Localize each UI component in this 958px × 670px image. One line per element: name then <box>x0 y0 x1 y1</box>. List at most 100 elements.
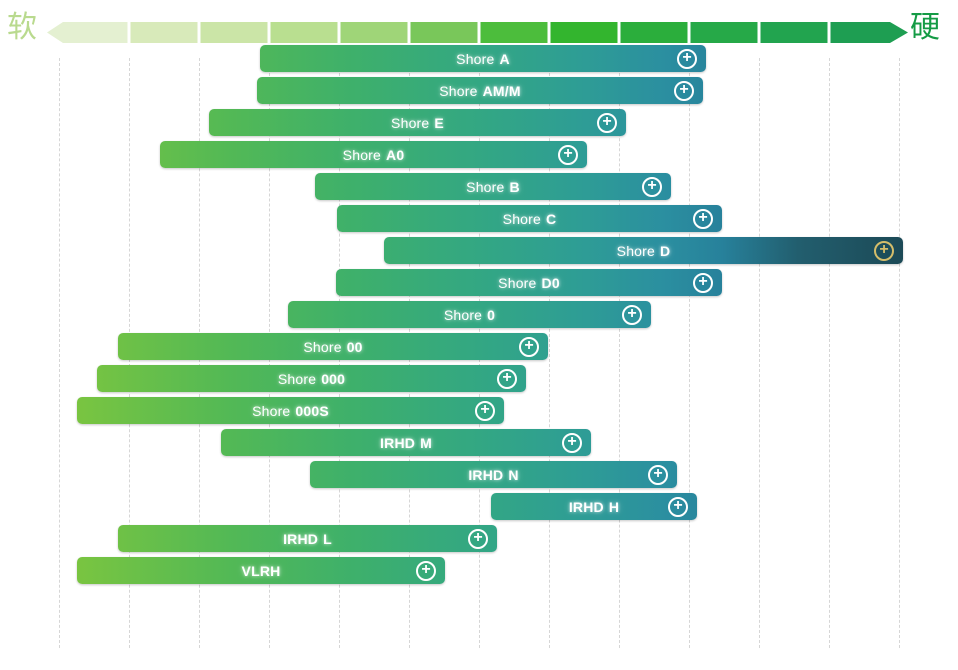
scale-bar-label: Shore B <box>315 173 671 200</box>
gridline <box>689 58 690 648</box>
gridline <box>759 58 760 648</box>
plus-circle-icon[interactable] <box>874 240 894 261</box>
scale-bar-label: IRHD N <box>310 461 677 488</box>
scale-name: IRHD <box>380 434 416 451</box>
scale-variant: C <box>546 210 557 227</box>
scale-bar-label: Shore A0 <box>160 141 587 168</box>
axis-segment <box>47 22 128 43</box>
plus-circle-icon[interactable] <box>677 48 697 69</box>
scale-bar-label: Shore E <box>209 109 626 136</box>
scale-name: IRHD <box>283 530 319 547</box>
scale-bar-label: Shore 000 <box>97 365 526 392</box>
scale-bar-shore-d0[interactable]: Shore D0 <box>336 269 722 296</box>
scale-variant: E <box>434 114 444 131</box>
scale-bar-label: Shore 0 <box>288 301 651 328</box>
scale-name: Shore <box>456 50 495 67</box>
axis-segment <box>620 22 688 43</box>
scale-bar-irhd-m[interactable]: IRHD M <box>221 429 591 456</box>
scale-variant: L <box>323 530 332 547</box>
scale-bar-shore-a0[interactable]: Shore A0 <box>160 141 587 168</box>
plus-circle-icon[interactable] <box>668 496 688 517</box>
gridline <box>829 58 830 648</box>
plus-circle-icon[interactable] <box>468 528 488 549</box>
scale-name: Shore <box>391 114 430 131</box>
scale-bar-vlrh[interactable]: VLRH <box>77 557 445 584</box>
scale-bar-shore-am-m[interactable]: Shore AM/M <box>257 77 703 104</box>
hardness-axis-arrow-svg <box>47 22 908 43</box>
scale-bar-irhd-l[interactable]: IRHD L <box>118 525 497 552</box>
scale-bar-shore-d[interactable]: Shore D <box>384 237 903 264</box>
scale-bar-shore-a[interactable]: Shore A <box>260 45 706 72</box>
plus-circle-icon[interactable] <box>519 336 539 357</box>
plus-circle-icon[interactable] <box>475 400 495 421</box>
plus-circle-icon[interactable] <box>674 80 694 101</box>
scale-variant: A0 <box>386 146 405 163</box>
plus-circle-icon[interactable] <box>597 112 617 133</box>
scale-variant: 000 <box>321 370 346 387</box>
scale-bar-shore-b[interactable]: Shore B <box>315 173 671 200</box>
hardness-axis-arrow <box>47 22 908 43</box>
scale-name: Shore <box>303 338 342 355</box>
scale-variant: D0 <box>541 274 560 291</box>
scale-bar-label: Shore A <box>260 45 706 72</box>
scale-name: Shore <box>502 210 542 227</box>
axis-segment <box>200 22 268 43</box>
scale-name: VLRH <box>241 562 281 579</box>
scale-bar-label: IRHD L <box>118 525 497 552</box>
scale-bar-irhd-h[interactable]: IRHD H <box>491 493 697 520</box>
scale-bar-shore-000s[interactable]: Shore 000S <box>77 397 504 424</box>
plus-circle-icon[interactable] <box>693 208 713 229</box>
scale-variant: B <box>509 178 520 195</box>
scale-variant: H <box>608 498 620 515</box>
scale-bar-label: Shore 00 <box>118 333 548 360</box>
scale-variant: M <box>420 434 432 451</box>
scale-variant: AM/M <box>482 82 521 99</box>
hard-axis-label: 硬 <box>910 11 940 44</box>
plus-circle-icon[interactable] <box>497 368 517 389</box>
scale-bar-label: Shore D <box>384 237 903 264</box>
axis-segment <box>410 22 478 43</box>
scale-bar-irhd-n[interactable]: IRHD N <box>310 461 677 488</box>
scale-bar-shore-e[interactable]: Shore E <box>209 109 626 136</box>
plus-circle-icon[interactable] <box>562 432 582 453</box>
scale-bar-label: Shore D0 <box>336 269 722 296</box>
scale-name: Shore <box>252 402 291 419</box>
plus-circle-icon[interactable] <box>558 144 578 165</box>
scale-variant: N <box>508 466 519 483</box>
scale-bar-shore-0[interactable]: Shore 0 <box>288 301 651 328</box>
scale-bar-shore-000[interactable]: Shore 000 <box>97 365 526 392</box>
scale-name: Shore <box>439 82 478 99</box>
scale-name: Shore <box>342 146 382 163</box>
scale-bar-shore-00[interactable]: Shore 00 <box>118 333 548 360</box>
scale-variant: 00 <box>346 338 363 355</box>
axis-segment <box>760 22 828 43</box>
scale-name: Shore <box>466 178 505 195</box>
scale-name: Shore <box>616 242 656 259</box>
scale-variant: 000S <box>295 402 329 419</box>
axis-segment <box>270 22 338 43</box>
gridline <box>59 58 60 648</box>
scale-bar-label: Shore C <box>337 205 722 232</box>
scale-bar-label: Shore AM/M <box>257 77 703 104</box>
plus-circle-icon[interactable] <box>622 304 642 325</box>
scale-name: Shore <box>443 306 483 323</box>
soft-axis-label: 软 <box>7 11 37 44</box>
axis-segment <box>690 22 758 43</box>
scale-variant: D <box>660 242 671 259</box>
gridline <box>619 58 620 648</box>
plus-circle-icon[interactable] <box>642 176 662 197</box>
scale-name: Shore <box>498 274 537 291</box>
axis-segment <box>480 22 548 43</box>
axis-segment <box>130 22 198 43</box>
scale-name: IRHD <box>568 498 604 515</box>
plus-circle-icon[interactable] <box>693 272 713 293</box>
axis-segment <box>340 22 408 43</box>
gridline <box>899 58 900 648</box>
plus-circle-icon[interactable] <box>416 560 436 581</box>
scale-bar-shore-c[interactable]: Shore C <box>337 205 722 232</box>
gridline <box>549 58 550 648</box>
axis-segment <box>830 22 908 43</box>
plus-circle-icon[interactable] <box>648 464 668 485</box>
scale-name: Shore <box>277 370 317 387</box>
